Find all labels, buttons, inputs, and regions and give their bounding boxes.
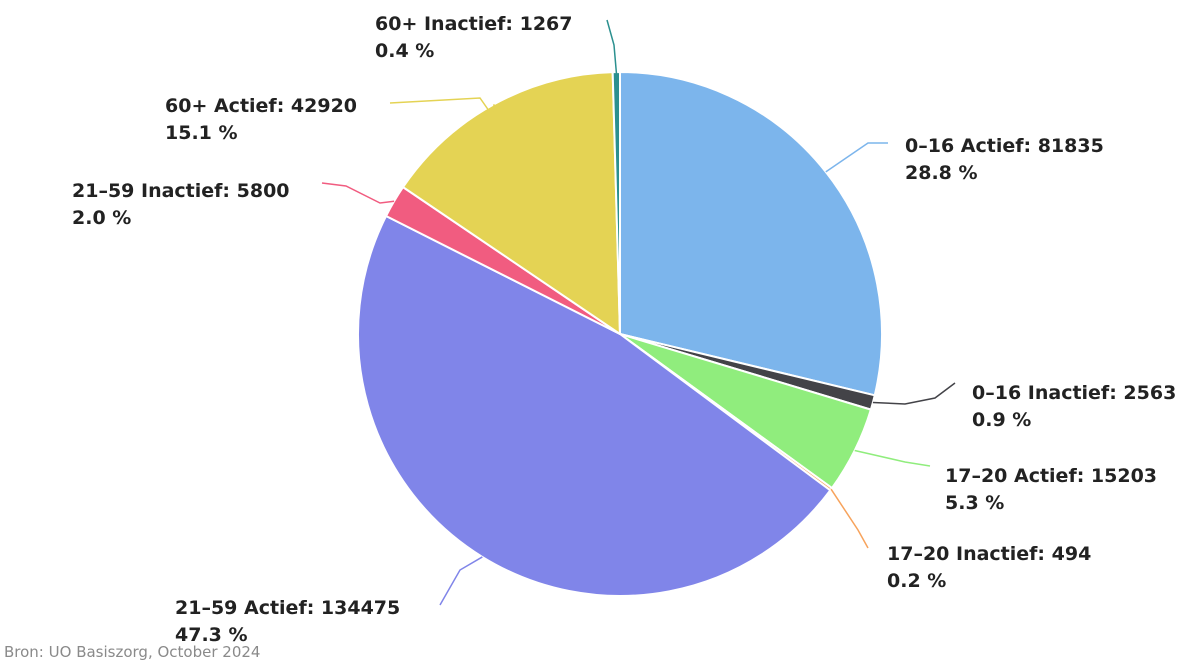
pie-slice-0-16-actief[interactable] (619, 71, 883, 397)
chart-credits: Bron: UO Basiszorg, October 2024 (4, 643, 261, 661)
data-label-percent-21-59-actief: 47.3 % (175, 624, 248, 646)
data-label-60plus-actief: 60+ Actief: 42920 (165, 95, 357, 117)
data-label-60plus-inactief: 60+ Inactief: 1267 (375, 13, 573, 35)
data-label-0-16-actief: 0–16 Actief: 81835 (905, 135, 1104, 157)
connector-0-16-inactief (872, 382, 956, 405)
data-label-percent-0-16-inactief: 0.9 % (972, 409, 1031, 431)
data-label-17-20-inactief: 17–20 Inactief: 494 (887, 543, 1091, 565)
data-label-21-59-inactief: 21–59 Inactief: 5800 (72, 180, 290, 202)
data-label-percent-17-20-inactief: 0.2 % (887, 570, 946, 592)
label-connectors (321, 19, 956, 606)
connector-21-59-inactief (321, 182, 395, 204)
data-labels: 0–16 Actief: 81835 28.8 % 0–16 Inactief: 2… (72, 13, 1176, 646)
data-label-percent-0-16-actief: 28.8 % (905, 162, 978, 184)
connector-60plus-inactief (606, 19, 618, 81)
data-label-0-16-inactief: 0–16 Inactief: 2563 (972, 382, 1176, 404)
data-label-21-59-actief: 21–59 Actief: 134475 (175, 597, 400, 619)
data-label-percent-60plus-actief: 15.1 % (165, 122, 238, 144)
connector-17-20-actief (854, 449, 931, 467)
pie-slice-21-59-actief[interactable] (357, 215, 832, 597)
connector-17-20-inactief (830, 488, 869, 549)
pie-slices (357, 71, 883, 597)
data-label-percent-21-59-inactief: 2.0 % (72, 207, 131, 229)
data-label-percent-60plus-inactief: 0.4 % (375, 40, 434, 62)
data-label-17-20-actief: 17–20 Actief: 15203 (945, 465, 1157, 487)
connector-0-16-actief (825, 142, 888, 173)
connector-60plus-actief (389, 97, 495, 121)
connector-21-59-actief (439, 556, 483, 606)
data-label-percent-17-20-actief: 5.3 % (945, 492, 1004, 514)
